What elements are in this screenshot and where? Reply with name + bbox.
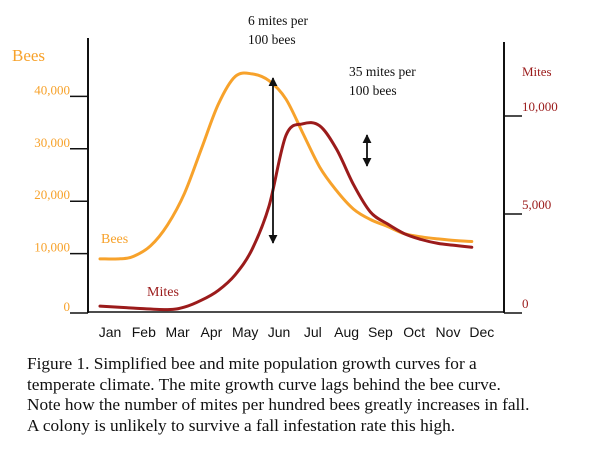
chart: Bees Mites 0 10,000 20,000 30,000 40,000 0 5,…	[12, 13, 558, 340]
x-tick-label: Jan	[99, 324, 122, 340]
series-label-mites: Mites	[147, 285, 179, 300]
left-tick-label: 40,000	[34, 82, 70, 97]
series-line-bees	[98, 71, 474, 261]
x-tick-label: Feb	[132, 324, 156, 340]
x-tick-label: May	[232, 324, 258, 340]
left-axis-title: Bees	[12, 46, 45, 65]
annotation-text: 35 mites per	[349, 64, 416, 79]
x-tick-label: Aug	[334, 324, 359, 340]
left-tick-label: 20,000	[34, 187, 70, 202]
x-tick-label: Jul	[304, 324, 322, 340]
x-tick-label: Jun	[268, 324, 291, 340]
x-tick-label: Mar	[166, 324, 190, 340]
annotation-text: 6 mites per	[248, 13, 308, 28]
series-line-mites	[98, 121, 474, 312]
right-axis-title: Mites	[522, 64, 552, 79]
series-label-bees: Bees	[101, 232, 128, 247]
caption-line: Note how the number of mites per hundred…	[27, 395, 530, 414]
annotation-text: 100 bees	[248, 32, 296, 47]
x-tick-label: Apr	[201, 324, 223, 340]
x-tick-label: Dec	[469, 324, 494, 340]
left-tick-label: 0	[64, 299, 71, 314]
caption-line: A colony is unlikely to survive a fall i…	[27, 415, 456, 435]
left-tick-label: 30,000	[34, 135, 70, 150]
x-tick-label: Sep	[368, 324, 393, 340]
right-tick-label: 0	[522, 296, 529, 311]
right-tick-label: 5,000	[522, 197, 551, 212]
figure-caption: Figure 1. Simplified bee and mite popula…	[27, 354, 597, 436]
caption-line: temperate climate. The mite growth curve…	[27, 374, 501, 394]
annotation-text: 100 bees	[349, 83, 397, 98]
left-tick-label: 10,000	[34, 240, 70, 255]
right-tick-label: 10,000	[522, 99, 558, 114]
caption-line: Figure 1. Simplified bee and mite popula…	[27, 354, 477, 373]
x-tick-label: Oct	[403, 324, 425, 340]
x-tick-label: Nov	[436, 324, 461, 340]
